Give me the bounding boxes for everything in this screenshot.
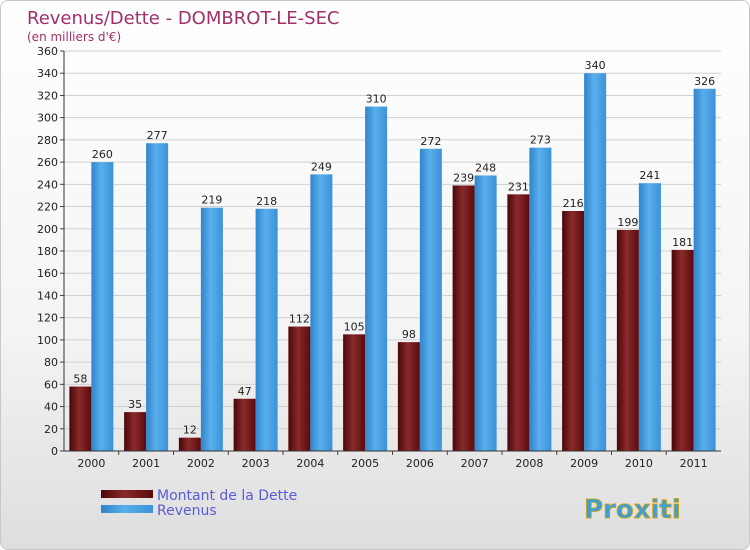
axes <box>63 51 721 452</box>
x-tick-label: 2001 <box>132 457 160 470</box>
y-tick-label: 340 <box>37 67 58 80</box>
x-tick-label: 2009 <box>570 457 598 470</box>
y-axis-ticks: 0 20 40 60 80 100 120 140 160 180 200 220 240 260 280 3… <box>37 45 64 458</box>
bar-debt <box>124 412 147 451</box>
x-tick-label: 2010 <box>625 457 653 470</box>
y-tick-label: 200 <box>37 223 58 236</box>
data-label-debt: 12 <box>183 424 197 437</box>
y-tick-label: 180 <box>37 245 58 258</box>
data-label-revenue: 340 <box>585 59 606 72</box>
y-tick-label: 140 <box>37 289 58 302</box>
x-tick-label: 2000 <box>77 457 105 470</box>
legend-label-revenue: Revenus <box>157 503 217 519</box>
chart-subtitle: (en milliers d'€) <box>27 30 121 44</box>
data-label-revenue: 326 <box>694 75 715 88</box>
y-tick-label: 300 <box>37 112 58 125</box>
y-tick-label: 320 <box>37 89 58 102</box>
bar-revenue <box>693 88 716 452</box>
bar-revenue <box>146 143 169 451</box>
bar-revenue <box>638 183 661 451</box>
data-label-debt: 231 <box>508 180 529 193</box>
legend-label-debt: Montant de la Dette <box>157 488 297 504</box>
x-tick-label: 2002 <box>187 457 215 470</box>
bar-revenue <box>529 147 552 451</box>
bar-revenue <box>474 175 497 451</box>
data-label-debt: 112 <box>289 313 310 326</box>
bar-revenue <box>200 207 223 451</box>
legend-swatch-revenue <box>101 505 153 513</box>
x-tick-label: 2007 <box>461 457 489 470</box>
gridlines <box>64 50 721 452</box>
data-label-revenue: 260 <box>92 148 113 161</box>
bar-revenue <box>584 73 607 451</box>
x-tick-label: 2006 <box>406 457 434 470</box>
data-label-revenue: 310 <box>366 93 387 106</box>
x-tick-label: 2011 <box>680 457 708 470</box>
bar-revenue <box>255 208 278 451</box>
bar-revenue <box>419 148 442 451</box>
y-tick-label: 20 <box>44 423 58 436</box>
data-label-revenue: 241 <box>639 169 660 182</box>
bar-debt <box>452 185 475 451</box>
data-label-revenue: 248 <box>475 161 496 174</box>
x-tick-label: 2003 <box>242 457 270 470</box>
y-tick-label: 260 <box>37 156 58 169</box>
x-axis-ticks: 2000 2001 2002 2003 2004 2005 2006 2007 2008 2009… <box>77 451 708 470</box>
y-tick-label: 60 <box>44 378 58 391</box>
bar-debt <box>343 334 366 451</box>
data-labels: 58 260 35 277 12 219 47 218 112 249 105 310 98 272 239… <box>73 59 715 436</box>
chart-title: Revenus/Dette - DOMBROT-LE-SEC <box>27 8 340 29</box>
x-tick-label: 2004 <box>296 457 324 470</box>
data-label-debt: 181 <box>672 236 693 249</box>
y-tick-label: 360 <box>37 45 58 58</box>
bar-debt <box>69 386 92 451</box>
data-label-revenue: 219 <box>201 194 222 207</box>
data-label-revenue: 277 <box>147 129 168 142</box>
bar-debt <box>288 326 311 451</box>
data-label-revenue: 273 <box>530 134 551 147</box>
y-tick-label: 40 <box>44 401 58 414</box>
bars <box>69 73 716 452</box>
data-label-debt: 98 <box>402 328 416 341</box>
y-tick-label: 100 <box>37 334 58 347</box>
data-label-debt: 35 <box>128 398 142 411</box>
bar-debt <box>671 249 694 451</box>
y-tick-label: 80 <box>44 356 58 369</box>
y-tick-label: 120 <box>37 312 58 325</box>
legend-swatch-debt <box>101 490 153 498</box>
bar-debt <box>397 342 420 451</box>
bar-debt <box>178 437 201 451</box>
y-tick-label: 280 <box>37 134 58 147</box>
data-label-revenue: 218 <box>256 195 277 208</box>
bar-debt <box>507 194 530 452</box>
data-label-revenue: 249 <box>311 160 332 173</box>
x-tick-label: 2005 <box>351 457 379 470</box>
y-tick-label: 240 <box>37 178 58 191</box>
bar-revenue <box>365 106 388 452</box>
bar-revenue <box>91 162 114 451</box>
bar-revenue <box>310 174 333 452</box>
legend: Montant de la Dette Revenus <box>101 488 297 519</box>
proxiti-logo: Proxiti <box>584 495 681 525</box>
data-label-debt: 199 <box>617 216 638 229</box>
bar-debt <box>233 398 256 451</box>
y-tick-label: 220 <box>37 201 58 214</box>
data-label-debt: 216 <box>563 197 584 210</box>
x-tick-label: 2008 <box>515 457 543 470</box>
data-label-revenue: 272 <box>420 135 441 148</box>
data-label-debt: 239 <box>453 171 474 184</box>
bar-debt <box>562 211 585 451</box>
data-label-debt: 47 <box>238 385 252 398</box>
y-tick-label: 160 <box>37 267 58 280</box>
data-label-debt: 105 <box>344 320 365 333</box>
bar-debt <box>616 229 639 451</box>
data-label-debt: 58 <box>73 373 87 386</box>
y-tick-label: 0 <box>51 445 58 458</box>
